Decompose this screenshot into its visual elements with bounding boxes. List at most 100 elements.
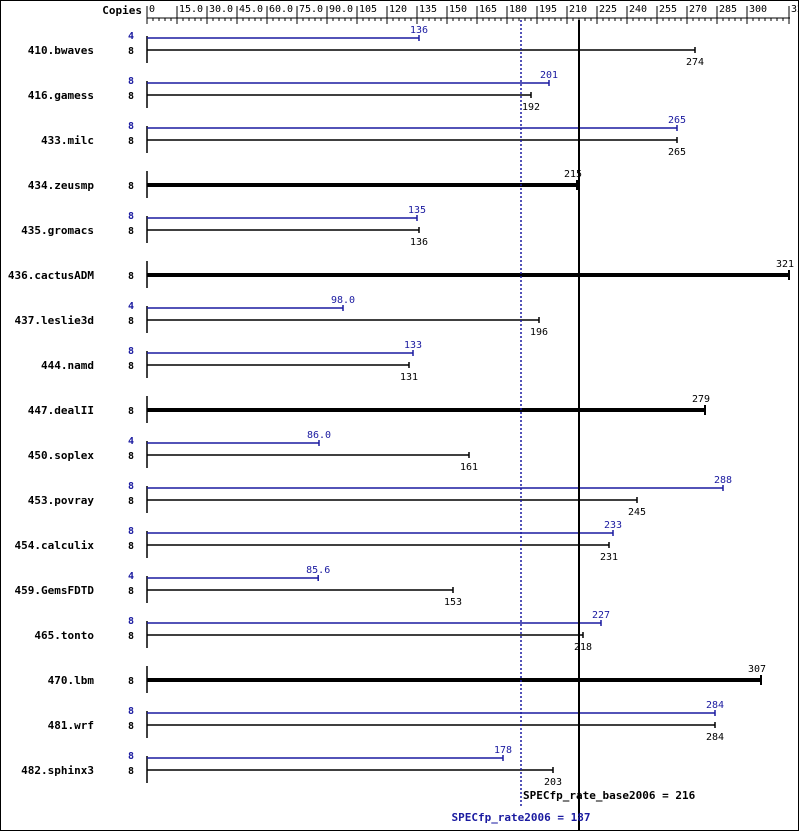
base-value-label: 203 (544, 777, 562, 788)
x-tick-label: 105 (359, 4, 377, 15)
benchmark-name: 450.soplex (28, 449, 95, 462)
peak-copies: 8 (128, 121, 134, 132)
x-tick-label: 135 (419, 4, 437, 15)
peak-value-label: 201 (540, 70, 558, 81)
benchmark-name: 465.tonto (34, 629, 94, 642)
x-tick-label: 45.0 (239, 4, 263, 15)
base-value-label: 284 (706, 732, 724, 743)
x-tick-label: 0 (149, 4, 155, 15)
benchmark-row: 416.gamess 8 201 8 192 (28, 70, 558, 113)
base-copies: 8 (128, 541, 134, 552)
benchmark-row: 410.bwaves 4 136 8 274 (28, 25, 704, 68)
benchmark-name: 433.milc (41, 134, 94, 147)
benchmark-row: 481.wrf 8 284 8 284 (48, 700, 724, 743)
peak-value-label: 233 (604, 520, 622, 531)
base-metric-label: SPECfp_rate_base2006 = 216 (523, 789, 696, 802)
peak-value-label: 98.0 (331, 295, 355, 306)
benchmark-row: 453.povray 8 288 8 245 (28, 475, 732, 518)
benchmark-name: 444.namd (41, 359, 94, 372)
base-copies: 8 (128, 721, 134, 732)
base-copies: 8 (128, 586, 134, 597)
benchmark-row: 447.dealII 8 279 (28, 394, 710, 423)
base-copies: 8 (128, 766, 134, 777)
x-tick-label: 255 (659, 4, 677, 15)
base-value-label: 245 (628, 507, 646, 518)
base-copies: 8 (128, 136, 134, 147)
peak-value-label: 178 (494, 745, 512, 756)
x-tick-label: 180 (509, 4, 527, 15)
x-tick-label: 285 (719, 4, 737, 15)
base-value-label: 307 (748, 664, 766, 675)
peak-copies: 4 (128, 31, 134, 42)
benchmark-row: 435.gromacs 8 135 8 136 (21, 205, 428, 248)
base-value-label: 161 (460, 462, 478, 473)
benchmark-name: 434.zeusmp (28, 179, 95, 192)
peak-copies: 4 (128, 301, 134, 312)
benchmark-row: 450.soplex 4 86.0 8 161 (28, 430, 478, 473)
x-tick-label: 225 (599, 4, 617, 15)
base-value-label: 274 (686, 57, 704, 68)
reference-lines: SPECfp_rate_base2006 = 216 SPECfp_rate200… (451, 20, 696, 831)
benchmark-name: 435.gromacs (21, 224, 94, 237)
benchmark-row: 470.lbm 8 307 (48, 664, 766, 693)
base-value-label: 231 (600, 552, 618, 563)
x-tick-label: 240 (629, 4, 647, 15)
base-copies: 8 (128, 676, 134, 687)
peak-copies: 8 (128, 76, 134, 87)
benchmark-name: 410.bwaves (28, 44, 94, 57)
base-copies: 8 (128, 631, 134, 642)
x-tick-label: 270 (689, 4, 707, 15)
copies-header: Copies (102, 4, 142, 17)
base-value-label: 153 (444, 597, 462, 608)
x-tick-label: 195 (539, 4, 557, 15)
peak-value-label: 86.0 (307, 430, 331, 441)
benchmark-name: 459.GemsFDTD (15, 584, 95, 597)
base-value-label: 196 (530, 327, 548, 338)
base-copies: 8 (128, 271, 134, 282)
x-tick-label: 120 (389, 4, 407, 15)
benchmark-row: 482.sphinx3 8 178 8 203 (21, 745, 562, 788)
x-tick-label: 150 (449, 4, 467, 15)
benchmark-name: 436.cactusADM (8, 269, 94, 282)
peak-copies: 8 (128, 616, 134, 627)
base-value-label: 265 (668, 147, 686, 158)
benchmark-row: 454.calculix 8 233 8 231 (15, 520, 623, 563)
base-copies: 8 (128, 361, 134, 372)
x-tick-label: 90.0 (329, 4, 353, 15)
benchmark-name: 454.calculix (15, 539, 95, 552)
base-value-label: 321 (776, 259, 794, 270)
x-tick-label: 30.0 (209, 4, 233, 15)
peak-value-label: 135 (408, 205, 426, 216)
peak-copies: 8 (128, 481, 134, 492)
base-copies: 8 (128, 91, 134, 102)
benchmark-row: 444.namd 8 133 8 131 (41, 340, 422, 383)
benchmark-name: 447.dealII (28, 404, 94, 417)
x-tick-label: 60.0 (269, 4, 293, 15)
benchmark-row: 459.GemsFDTD 4 85.6 8 153 (15, 565, 463, 608)
peak-value-label: 133 (404, 340, 422, 351)
peak-value-label: 284 (706, 700, 724, 711)
peak-value-label: 85.6 (306, 565, 330, 576)
x-tick-label: 300 (749, 4, 767, 15)
peak-copies: 4 (128, 571, 134, 582)
peak-copies: 8 (128, 346, 134, 357)
base-copies: 8 (128, 451, 134, 462)
base-copies: 8 (128, 406, 134, 417)
x-tick-label: 165 (479, 4, 497, 15)
peak-copies: 8 (128, 751, 134, 762)
base-copies: 8 (128, 226, 134, 237)
benchmark-row: 437.leslie3d 4 98.0 8 196 (15, 295, 549, 338)
peak-value-label: 136 (410, 25, 428, 36)
benchmark-row: 436.cactusADM 8 321 (8, 259, 794, 288)
base-copies: 8 (128, 316, 134, 327)
benchmark-name: 470.lbm (48, 674, 95, 687)
benchmark-name: 453.povray (28, 494, 95, 507)
peak-value-label: 227 (592, 610, 610, 621)
peak-value-label: 288 (714, 475, 732, 486)
peak-copies: 8 (128, 526, 134, 537)
peak-copies: 4 (128, 436, 134, 447)
benchmark-name: 437.leslie3d (15, 314, 94, 327)
base-copies: 8 (128, 181, 134, 192)
benchmark-name: 481.wrf (48, 719, 94, 732)
